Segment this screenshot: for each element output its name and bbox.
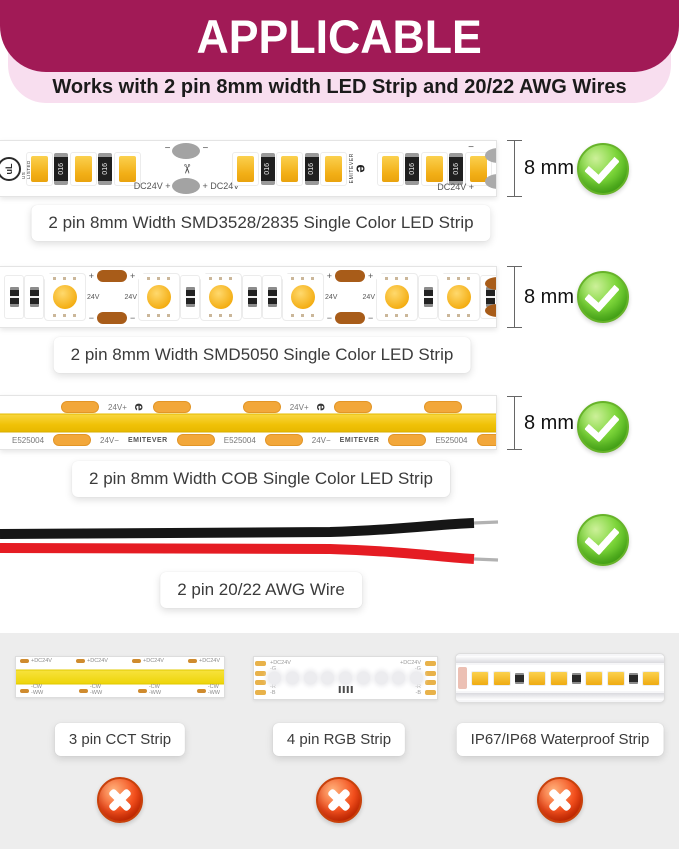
compatible-check-icon — [577, 401, 629, 453]
incompatible-caption: 4 pin RGB Strip — [272, 723, 406, 756]
wire-caption: 2 pin 20/22 AWG Wire — [160, 572, 362, 608]
led-chip — [376, 273, 418, 321]
width-dimension: 8 mm — [507, 140, 574, 197]
connector-pins — [338, 686, 353, 693]
resistor: 016 — [449, 152, 464, 185]
resistor — [418, 275, 438, 319]
led-chip — [276, 151, 304, 186]
solder-pad — [97, 270, 127, 282]
waterproof-strip-thumbnail — [455, 653, 665, 703]
cut-point: − DC24V + ✂ − + DC24V — [134, 141, 239, 196]
led-chip — [69, 151, 97, 186]
resistor — [180, 275, 200, 319]
led-strip-smd5050: + + 24V 24V − − + + 24V 24V − − — [0, 266, 497, 328]
compatible-check-icon — [577, 271, 629, 323]
solder-pad — [53, 434, 92, 446]
led-chip — [282, 273, 324, 321]
compatible-check-icon — [577, 143, 629, 195]
led-chip — [25, 151, 53, 186]
led-chip — [138, 273, 180, 321]
solder-pad — [334, 401, 373, 413]
solder-pad — [242, 401, 281, 413]
cob-top-pads: 24V+ e 24V+ e — [0, 399, 496, 415]
solder-pad — [335, 312, 365, 324]
page-title: APPLICABLE — [196, 9, 483, 63]
solder-pad — [172, 178, 201, 194]
cut-point: + + 24V 24V − − — [325, 270, 375, 324]
resistor — [262, 275, 282, 319]
strip-caption: 2 pin 8mm Width SMD3528/2835 Single Colo… — [31, 205, 491, 241]
resistor — [24, 275, 44, 319]
led-chip — [200, 273, 242, 321]
solder-pad — [476, 434, 496, 446]
led-strip-smd2835: uL US LISTED 016 016 − DC24V + ✂ − + DC2… — [0, 140, 497, 197]
incompatible-cross-icon — [97, 777, 143, 823]
strip-end-pads — [479, 141, 496, 196]
solder-pad — [388, 434, 427, 446]
brand-mark: EMITEVER e — [348, 153, 370, 184]
led-chip — [113, 151, 141, 186]
solder-pad — [424, 401, 463, 413]
resistor — [242, 275, 262, 319]
incompatible-cross-icon — [537, 777, 583, 823]
strip-caption: 2 pin 8mm Width SMD5050 Single Color LED… — [53, 337, 471, 373]
page-subtitle: Works with 2 pin 8mm width LED Strip and… — [52, 76, 627, 98]
led-chip — [376, 151, 404, 186]
led-chip — [232, 151, 260, 186]
header-banner: APPLICABLE — [0, 0, 679, 72]
scissors-icon: ✂ — [179, 163, 195, 174]
led-chip — [438, 273, 480, 321]
solder-pad — [264, 434, 303, 446]
led-strip-cob: 24V+ e 24V+ e E525004 24V− EMITEVER E525… — [0, 395, 497, 450]
cob-bottom-pads: E525004 24V− EMITEVER E525004 24V− EMITE… — [0, 434, 496, 446]
cut-point: + + 24V 24V − − — [87, 270, 137, 324]
incompatible-caption: 3 pin CCT Strip — [54, 723, 186, 756]
width-dimension: 8 mm — [507, 266, 574, 328]
ul-certification-icon: uL US LISTED — [0, 156, 36, 181]
led-chip — [44, 273, 86, 321]
width-dimension: 8 mm — [507, 396, 574, 450]
resistor: 016 — [98, 152, 113, 185]
end-labels: − DC24V + — [437, 142, 474, 193]
emitever-logo-icon: e — [313, 403, 330, 411]
emitever-logo-icon: e — [352, 164, 370, 173]
incompatible-cross-icon — [316, 777, 362, 823]
solder-pad — [97, 312, 127, 324]
solder-pad — [176, 434, 215, 446]
rgb-strip-thumbnail: +DC24V -G +DC24V -G -R -B -R -B — [253, 656, 438, 700]
solder-pad — [61, 401, 99, 413]
compatible-check-icon — [577, 514, 629, 566]
incompatible-caption: IP67/IP68 Waterproof Strip — [456, 723, 664, 756]
strip-end-pads — [479, 267, 496, 327]
cct-strip-thumbnail: +DC24V +DC24V +DC24V +DC24V -CW -WW -CW -W… — [15, 656, 225, 698]
cob-phosphor-band — [0, 413, 496, 432]
led-chip — [320, 151, 348, 186]
solder-pad — [172, 143, 201, 159]
led-chip — [420, 151, 448, 186]
emitever-logo-icon: e — [131, 403, 148, 411]
resistor: 016 — [405, 152, 420, 185]
solder-pad — [152, 401, 191, 413]
resistor: 016 — [260, 152, 275, 185]
strip-caption: 2 pin 8mm Width COB Single Color LED Str… — [72, 461, 450, 497]
awg-wire-pair — [0, 518, 499, 564]
resistor: 016 — [304, 152, 319, 185]
solder-pad — [335, 270, 365, 282]
resistor: 016 — [54, 152, 69, 185]
resistor — [4, 275, 24, 319]
